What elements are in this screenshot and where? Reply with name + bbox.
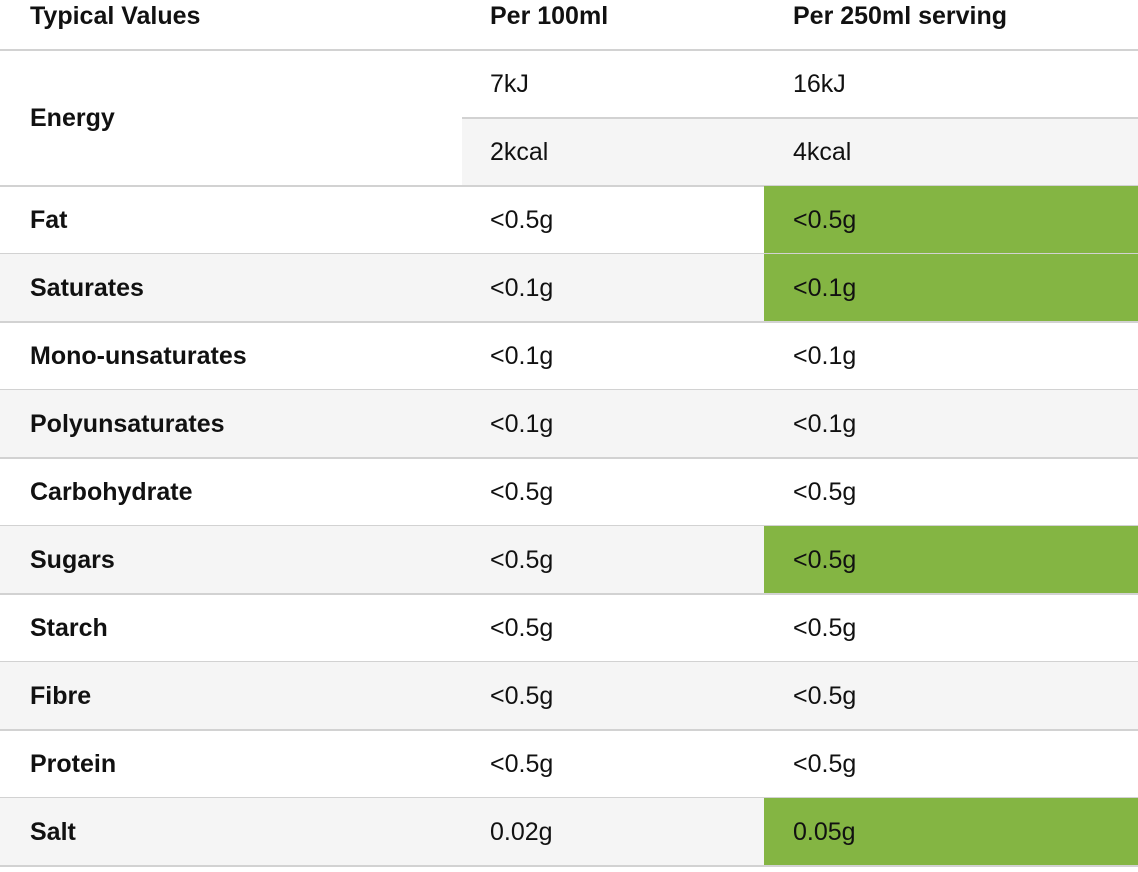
value-cell: <0.5g bbox=[490, 614, 554, 642]
row-label: Polyunsaturates bbox=[30, 410, 225, 438]
row-label: Mono-unsaturates bbox=[30, 342, 247, 370]
value-cell: <0.5g bbox=[793, 478, 857, 506]
row-label: Fibre bbox=[30, 682, 92, 710]
row-label: Salt bbox=[30, 818, 76, 846]
value-cell: 4kcal bbox=[793, 138, 852, 166]
header-cell: Per 100ml bbox=[490, 2, 609, 30]
value-cell: <0.5g bbox=[793, 682, 857, 710]
highlight-cell bbox=[764, 798, 1138, 866]
value-cell: <0.1g bbox=[490, 274, 554, 302]
row-border bbox=[462, 117, 1138, 119]
highlight-cell bbox=[764, 254, 1138, 322]
highlight-cell bbox=[764, 526, 1138, 594]
row-bg bbox=[462, 118, 1138, 186]
value-cell: <0.5g bbox=[793, 546, 857, 574]
row-label: Fat bbox=[30, 206, 68, 234]
value-cell: <0.1g bbox=[793, 410, 857, 438]
value-cell: 16kJ bbox=[793, 70, 846, 98]
row-border bbox=[0, 729, 1138, 731]
header-cell: Per 250ml serving bbox=[793, 2, 1008, 30]
value-cell: <0.5g bbox=[490, 478, 554, 506]
row-label: Starch bbox=[30, 614, 108, 642]
row-border bbox=[0, 593, 1138, 595]
value-cell: <0.5g bbox=[490, 546, 554, 574]
row-border bbox=[0, 49, 1138, 51]
value-cell: <0.1g bbox=[490, 342, 554, 370]
value-cell: <0.5g bbox=[490, 750, 554, 778]
value-cell: <0.5g bbox=[793, 614, 857, 642]
row-label: Protein bbox=[30, 750, 117, 778]
value-cell: 0.02g bbox=[490, 818, 553, 846]
value-cell: <0.5g bbox=[793, 750, 857, 778]
row-border bbox=[0, 185, 1138, 187]
row-label: Saturates bbox=[30, 274, 144, 302]
row-border bbox=[0, 865, 1138, 867]
row-bg bbox=[0, 662, 1138, 730]
row-label: Energy bbox=[30, 104, 115, 132]
header-cell: Typical Values bbox=[30, 2, 201, 30]
row-border bbox=[0, 457, 1138, 459]
highlight-cell bbox=[764, 186, 1138, 254]
row-bg bbox=[0, 390, 1138, 458]
value-cell: <0.5g bbox=[793, 206, 857, 234]
value-cell: 2kcal bbox=[490, 138, 549, 166]
row-border bbox=[0, 321, 1138, 323]
row-label: Carbohydrate bbox=[30, 478, 193, 506]
value-cell: <0.1g bbox=[793, 342, 857, 370]
value-cell: <0.5g bbox=[490, 682, 554, 710]
value-cell: <0.1g bbox=[490, 410, 554, 438]
value-cell: 7kJ bbox=[490, 70, 529, 98]
value-cell: <0.1g bbox=[793, 274, 857, 302]
row-label: Sugars bbox=[30, 546, 115, 574]
value-cell: <0.5g bbox=[490, 206, 554, 234]
value-cell: 0.05g bbox=[793, 818, 856, 846]
